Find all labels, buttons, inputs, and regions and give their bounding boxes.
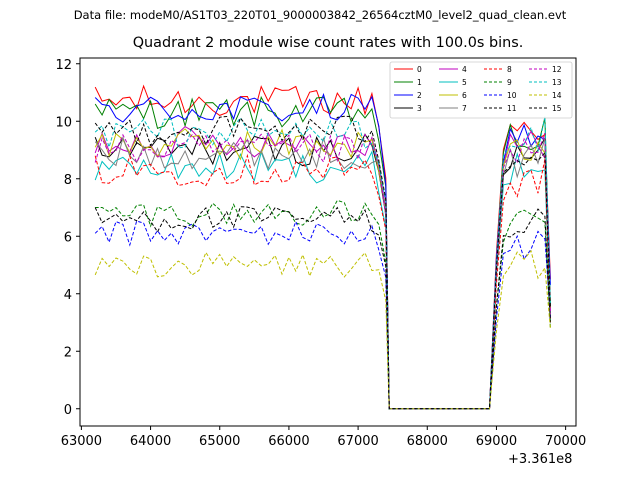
series-line-5: [94, 150, 551, 410]
series-line-1: [94, 95, 551, 410]
series-line-0: [94, 84, 551, 410]
plot-frame: [79, 57, 577, 427]
x-tick-label: 66000: [268, 434, 309, 449]
y-tick-label: 4: [64, 288, 72, 303]
y-tick-label: 12: [55, 58, 72, 73]
x-tick-label: 63000: [61, 434, 102, 449]
y-tick-label: 8: [64, 173, 72, 188]
x-tick-label: 65000: [199, 434, 240, 449]
legend-box: [389, 61, 573, 119]
series-line-11: [94, 206, 551, 410]
legend-label: 14: [552, 91, 562, 100]
legend-label: 13: [552, 78, 562, 87]
x-tick-label: 64000: [130, 434, 171, 449]
legend-label: 4: [462, 65, 467, 74]
x-axis-offset-label: +3.361e8: [508, 452, 573, 467]
series-line-4: [94, 125, 551, 410]
legend-label: 0: [417, 65, 422, 74]
x-tick-label: 68000: [407, 434, 448, 449]
y-tick-label: 10: [55, 115, 72, 130]
series-line-9: [95, 199, 551, 410]
legend-label: 3: [417, 104, 422, 113]
series-line-6: [94, 128, 551, 410]
legend-label: 1: [417, 78, 422, 87]
x-tick-label: 67000: [337, 434, 378, 449]
legend-label: 7: [462, 104, 467, 113]
y-tick-label: 0: [64, 403, 72, 418]
legend-label: 15: [552, 104, 562, 113]
series-line-3: [94, 133, 551, 410]
legend-label: 8: [507, 65, 512, 74]
legend-label: 2: [417, 91, 422, 100]
x-tick-label: 69000: [476, 434, 517, 449]
series-line-12: [94, 132, 551, 410]
legend-label: 5: [462, 78, 467, 87]
series-line-15: [94, 115, 551, 410]
x-tick-label: 70000: [545, 434, 586, 449]
series-line-7: [94, 136, 551, 410]
series-line-8: [94, 153, 551, 410]
series-line-14: [94, 249, 551, 410]
y-axis: 0 2 4 6 8 10 12: [55, 58, 80, 418]
legend-label: 10: [507, 91, 517, 100]
legend-label: 6: [462, 91, 467, 100]
y-tick-label: 2: [64, 345, 72, 360]
series-line-13: [94, 116, 551, 410]
legend-label: 12: [552, 65, 562, 74]
figure-suptitle: Data file: modeM0/AS1T03_220T01_90000038…: [73, 8, 567, 22]
legend-label: 11: [507, 104, 517, 113]
chart-title: Quadrant 2 module wise count rates with …: [132, 35, 524, 51]
legend-label: 9: [507, 78, 512, 87]
y-tick-label: 6: [64, 230, 72, 245]
series-line-10: [94, 220, 551, 410]
x-axis: 63000 64000 65000 66000 67000 68000 69000 70000: [61, 426, 586, 449]
series-lines: [94, 84, 551, 410]
